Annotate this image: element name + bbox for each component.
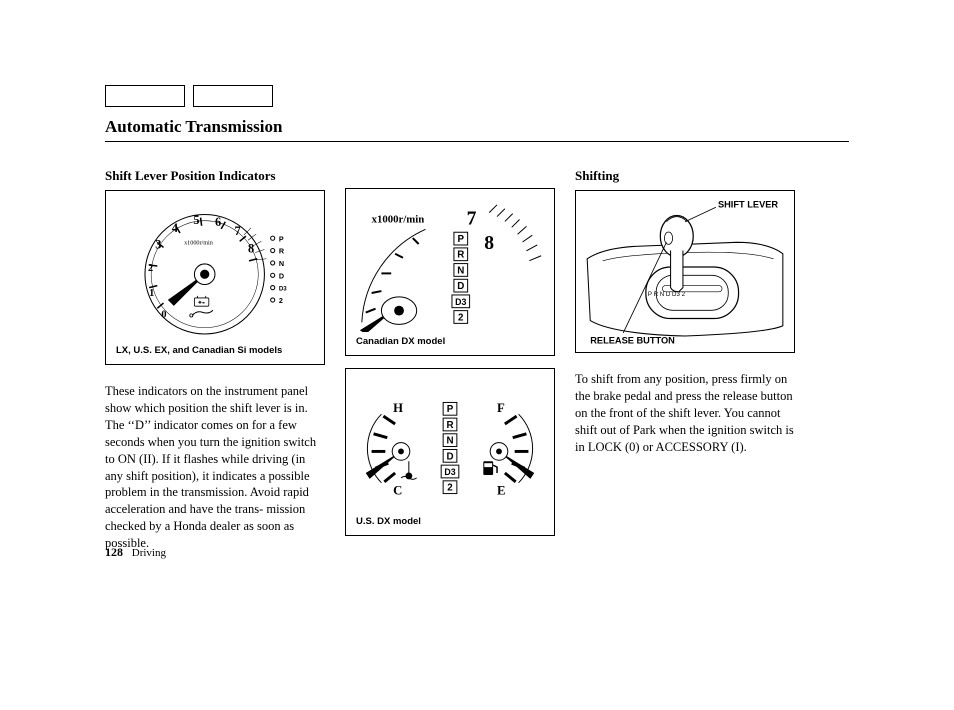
svg-text:R: R (446, 420, 453, 431)
svg-text:D3: D3 (444, 467, 455, 477)
page-number: 128 (105, 545, 123, 559)
section-name: Driving (132, 547, 166, 559)
header-box-1 (105, 85, 185, 107)
svg-text:D: D (279, 271, 284, 280)
svg-text:D3: D3 (279, 286, 287, 293)
svg-text:6: 6 (215, 215, 221, 229)
column-3: Shifting P R N D D3 2 (575, 168, 795, 552)
svg-text:4: 4 (172, 221, 178, 235)
svg-text:N: N (279, 259, 284, 268)
figure-us-dx: H C (345, 368, 555, 536)
svg-text:N: N (457, 265, 464, 276)
svg-text:RELEASE BUTTON: RELEASE BUTTON (590, 335, 675, 345)
header-placeholder-boxes (105, 85, 849, 107)
content-columns: Shift Lever Position Indicators (105, 168, 849, 552)
svg-text:7: 7 (467, 208, 477, 229)
shift-lever-heading: Shift Lever Position Indicators (105, 168, 325, 184)
svg-text:C: C (393, 484, 402, 498)
caption-canadian-dx: Canadian DX model (352, 332, 548, 349)
col3-body-text: To shift from any position, press firmly… (575, 371, 795, 455)
column-2: x1000r/min (345, 168, 555, 552)
svg-text:E: E (497, 484, 505, 498)
svg-text:N: N (446, 436, 453, 447)
svg-text:8: 8 (248, 242, 254, 256)
svg-text:5: 5 (193, 213, 199, 227)
temp-fuel-gauge-icon: H C (352, 375, 548, 512)
shift-lever-diagram-icon: P R N D D3 2 SHIFT LEVER RELEASE BUTTON (582, 197, 788, 346)
svg-text:x1000r/min: x1000r/min (372, 213, 425, 225)
svg-text:2: 2 (279, 296, 283, 305)
svg-text:7: 7 (235, 224, 241, 238)
svg-text:3: 3 (155, 237, 161, 251)
svg-text:D: D (457, 281, 464, 292)
svg-text:H: H (393, 401, 403, 415)
figure-tachometer-full: 0 1 2 3 4 5 6 7 8 x1000r/min (105, 190, 325, 365)
svg-text:1: 1 (149, 288, 154, 299)
svg-text:8: 8 (484, 233, 494, 254)
svg-text:2: 2 (148, 263, 153, 274)
svg-text:D: D (446, 451, 453, 462)
figure-canadian-dx: x1000r/min (345, 188, 555, 356)
svg-text:P: P (447, 404, 454, 415)
svg-text:R: R (279, 247, 285, 256)
svg-text:2: 2 (447, 483, 453, 494)
tachometer-partial-icon: x1000r/min (352, 195, 548, 332)
svg-text:0: 0 (161, 309, 166, 320)
figure-shift-lever: P R N D D3 2 SHIFT LEVER RELEASE BUTTON (575, 190, 795, 353)
svg-text:2: 2 (458, 312, 464, 323)
page-footer: 128 Driving (105, 545, 166, 560)
svg-text:SHIFT LEVER: SHIFT LEVER (718, 199, 778, 209)
svg-text:x1000r/min: x1000r/min (184, 240, 213, 246)
svg-text:D3: D3 (455, 297, 466, 307)
header-box-2 (193, 85, 273, 107)
svg-text:F: F (497, 401, 505, 415)
column-1: Shift Lever Position Indicators (105, 168, 325, 552)
svg-text:P: P (458, 234, 465, 245)
col1-body-text: These indicators on the instrument panel… (105, 383, 325, 552)
svg-text:P: P (279, 234, 284, 243)
shifting-heading: Shifting (575, 168, 795, 184)
svg-text:+ -: + - (199, 300, 205, 306)
tachometer-gauge-icon: 0 1 2 3 4 5 6 7 8 x1000r/min (112, 197, 318, 341)
caption-us-dx: U.S. DX model (352, 512, 548, 529)
caption-lx-models: LX, U.S. EX, and Canadian Si models (112, 341, 318, 358)
page-title: Automatic Transmission (105, 117, 849, 142)
svg-text:R: R (457, 250, 464, 261)
